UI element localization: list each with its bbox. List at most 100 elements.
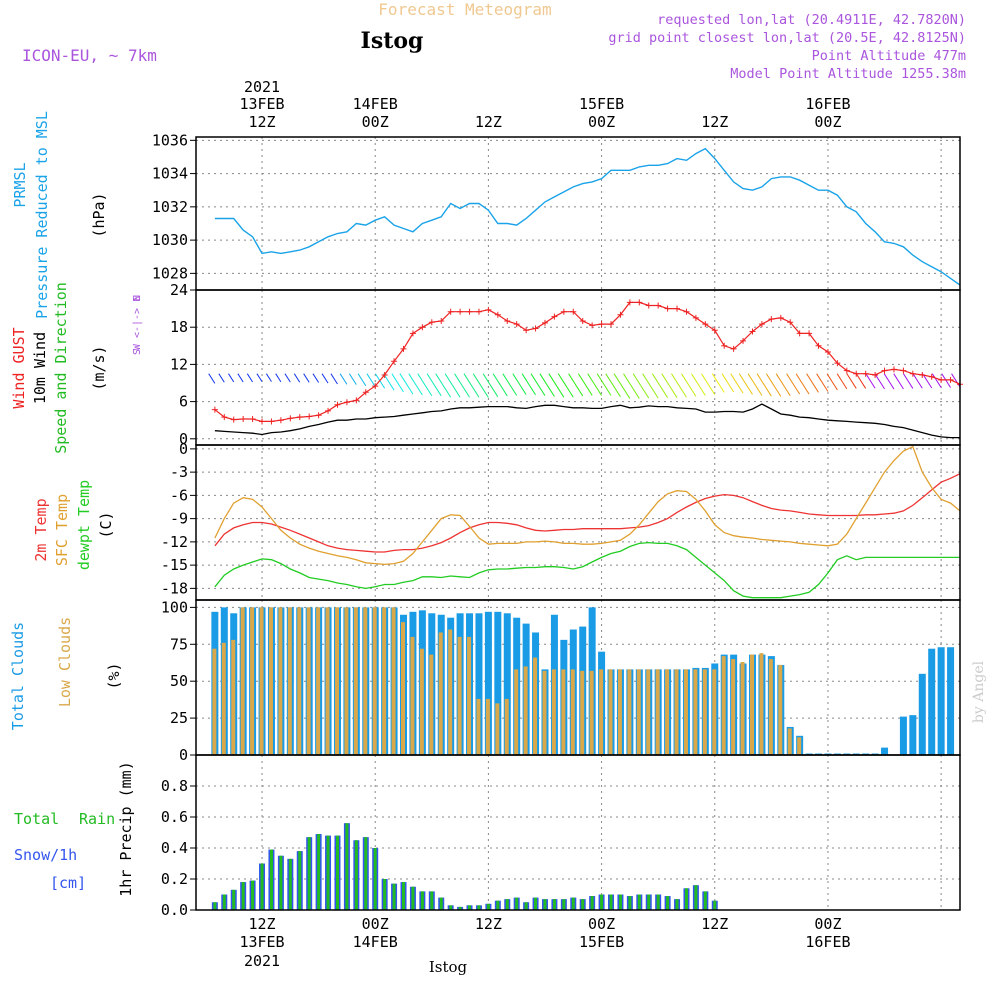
precip-rain-bar <box>571 897 575 910</box>
bottom-day-label: 16FEB <box>805 933 850 951</box>
bottom-year-label: 2021 <box>244 952 280 970</box>
wind-gust-point <box>579 318 586 324</box>
wind-arrow <box>256 373 263 382</box>
wind-arrow <box>691 373 706 396</box>
wind-arrow <box>357 373 367 387</box>
bottom-hour-label: 00Z <box>588 915 615 933</box>
precip-rain-bar <box>345 823 349 910</box>
low-clouds-bar <box>485 698 490 755</box>
total-clouds-bar <box>881 747 889 755</box>
low-clouds-bar <box>231 639 236 755</box>
bottom-hour-label: 12Z <box>248 915 275 933</box>
bottom-location-label: Istog <box>429 958 468 976</box>
precip-rain-bar <box>335 835 339 910</box>
wind-arrow <box>275 373 282 383</box>
wind-arrow <box>426 373 442 397</box>
precip-rain-bar <box>420 891 424 910</box>
precip-rain-bar <box>666 896 670 910</box>
low-clouds-bar <box>589 670 594 755</box>
low-clouds-bar <box>297 607 302 755</box>
wind-gust-point <box>740 337 747 344</box>
wind-arrow <box>806 373 819 393</box>
wind-arrow <box>348 373 357 385</box>
low-clouds-bar <box>325 607 330 755</box>
wind-arrow <box>454 373 470 398</box>
precip-rain-bar <box>373 848 377 910</box>
low-clouds-bar <box>749 654 754 755</box>
y-tick-label: 1034 <box>152 165 188 183</box>
precip-rain-bar <box>232 889 236 910</box>
wind-arrow <box>701 373 716 395</box>
y-tick-label: 24 <box>170 281 188 299</box>
y-tick-label: 0 <box>179 430 188 448</box>
low-clouds-bar <box>787 728 792 755</box>
low-clouds-bar <box>410 636 415 755</box>
wind-gust-point <box>211 406 218 413</box>
precip-rain-bar <box>411 886 415 910</box>
wind-arrow <box>711 373 725 393</box>
y-tick-label: 75 <box>170 635 188 653</box>
wind-arrow <box>568 373 584 397</box>
wind-arrow <box>265 373 272 382</box>
y-tick-label: 6 <box>179 393 188 411</box>
wind-arrow <box>330 373 338 385</box>
low-clouds-bar <box>353 607 358 755</box>
wind-gust-point <box>334 401 341 408</box>
low-clouds-bar <box>617 669 622 755</box>
wind-gust-point <box>721 342 728 349</box>
wind-gust-point <box>447 308 454 315</box>
precip-rain-bar <box>618 894 622 910</box>
requested-coords: requested lon,lat (20.4911E, 42.7820N) <box>657 12 966 28</box>
clouds-panel-labels: Total Clouds Low Clouds (%) <box>9 617 123 730</box>
panel-wind: 0 6 12 18 24 <box>170 281 963 448</box>
top-hour-label: 00Z <box>362 113 389 131</box>
wind-gust-point <box>268 418 275 425</box>
sfc-temp-series-line <box>214 445 961 566</box>
speed-direction-label: Speed and Direction <box>52 282 70 454</box>
y-tick-label: -12 <box>161 533 188 551</box>
wind-arrow <box>472 373 489 398</box>
total-clouds-bar <box>918 673 926 755</box>
bottom-hour-label: 12Z <box>475 915 502 933</box>
y-tick-label: 25 <box>170 709 188 727</box>
wind-gust-point <box>230 416 237 423</box>
wind-arrow <box>651 373 669 398</box>
precip-rain-bar <box>562 899 566 910</box>
bottom-hour-label: 12Z <box>701 915 728 933</box>
y-tick-label: 1036 <box>152 131 188 149</box>
wind-arrow <box>512 373 527 395</box>
wind10m-label: 10m Wind <box>31 332 49 404</box>
wind-gust-point <box>296 414 303 421</box>
low-clouds-bar <box>495 703 500 755</box>
wind-gust-point <box>626 299 633 306</box>
wind-gust-point <box>504 318 511 324</box>
low-clouds-bar <box>693 669 698 755</box>
y-tick-label: -9 <box>170 510 188 528</box>
precip-rain-bar <box>383 879 387 910</box>
top-hour-label: 12Z <box>701 113 728 131</box>
low-clouds-bar <box>551 669 556 755</box>
chart-panels: 1028 1030 1032 1034 1036 0 6 12 18 24 0 -3 -6 -9 -12 -1… <box>152 131 963 919</box>
dewpt-label: dewpt Temp <box>75 480 93 570</box>
wind-arrow <box>596 373 612 396</box>
low-clouds-bar <box>721 656 726 755</box>
precip-rain-bar <box>581 899 585 910</box>
location-title: Istog <box>361 28 424 54</box>
wind-gust-point <box>494 311 501 318</box>
wind-arrow <box>681 373 697 397</box>
precip-rain-bar <box>505 899 509 910</box>
low-clouds-bar <box>740 662 745 755</box>
cm-unit-label: [cm] <box>50 874 86 892</box>
top-day-label: 14FEB <box>353 95 398 113</box>
precip-rain-bar <box>364 837 368 910</box>
wind-arrow <box>521 373 536 396</box>
panel-precip: 0.0 0.2 0.4 0.6 0.8 <box>161 755 960 919</box>
wind-gust-point <box>240 415 247 422</box>
wind-arrow <box>671 373 687 398</box>
low-clouds-bar <box>250 607 255 755</box>
wind-gust-point <box>758 321 765 328</box>
wind-arrow <box>444 373 461 398</box>
wind-gust-point <box>249 415 256 422</box>
temp2m-label: 2m Temp <box>32 498 50 561</box>
precip-rain-bar <box>534 897 538 910</box>
